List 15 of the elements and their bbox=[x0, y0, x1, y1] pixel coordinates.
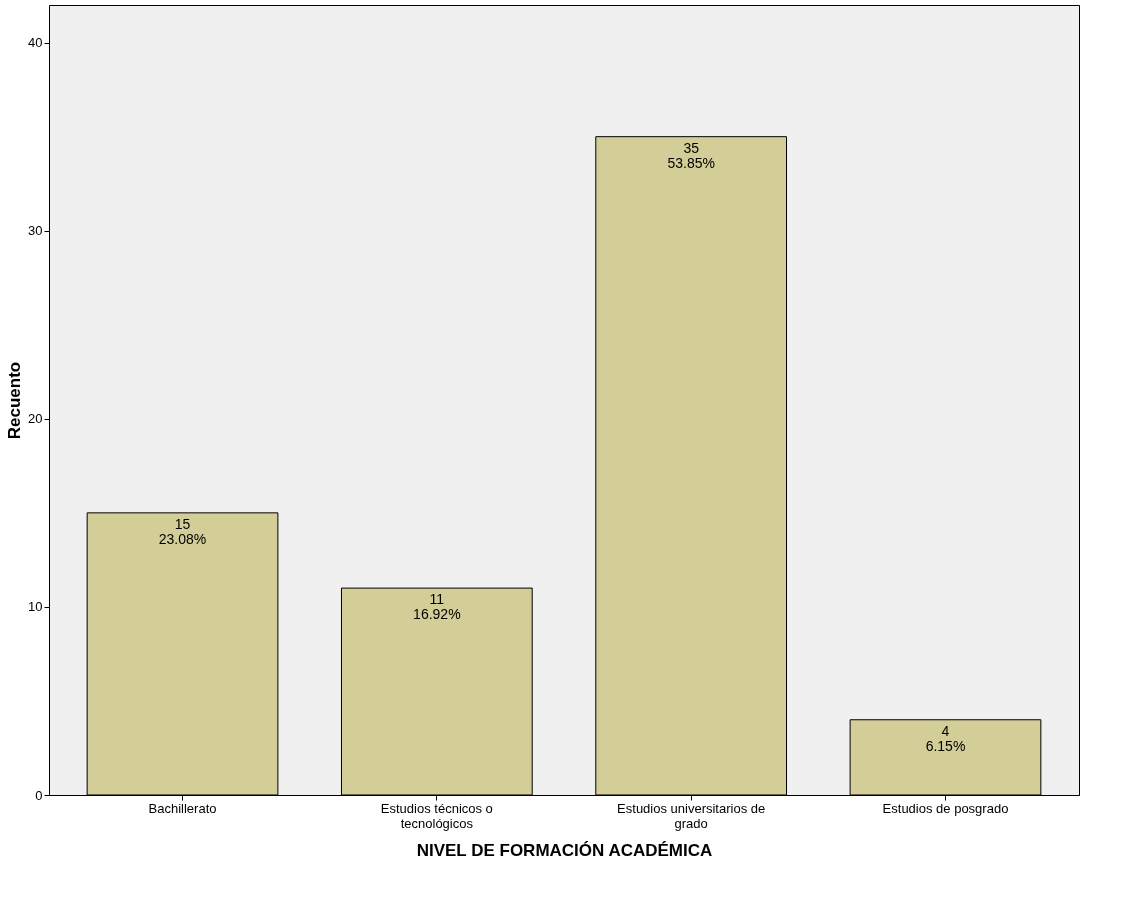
x-axis-title: NIVEL DE FORMACIÓN ACADÉMICA bbox=[416, 840, 713, 860]
y-tick-label: 40 bbox=[28, 35, 43, 51]
x-tick-label: Bachillerato bbox=[148, 800, 217, 816]
data-label: 15 23.08% bbox=[158, 515, 207, 547]
x-tick-label: Estudios técnicos o tecnológicos bbox=[380, 800, 493, 831]
y-tick-label: 30 bbox=[28, 223, 43, 239]
data-label: 35 53.85% bbox=[667, 139, 715, 171]
y-tick-label: 20 bbox=[28, 411, 43, 427]
y-tick-label: 0 bbox=[35, 787, 43, 803]
x-tick-label: Estudios de posgrado bbox=[882, 800, 1009, 816]
y-axis-title: Recuento bbox=[5, 361, 25, 440]
data-label: 4 6.15% bbox=[925, 722, 966, 754]
data-label: 11 16.92% bbox=[413, 591, 461, 623]
x-tick-label: Estudios universitarios de grado bbox=[617, 800, 766, 831]
y-tick-label: 10 bbox=[28, 599, 43, 615]
